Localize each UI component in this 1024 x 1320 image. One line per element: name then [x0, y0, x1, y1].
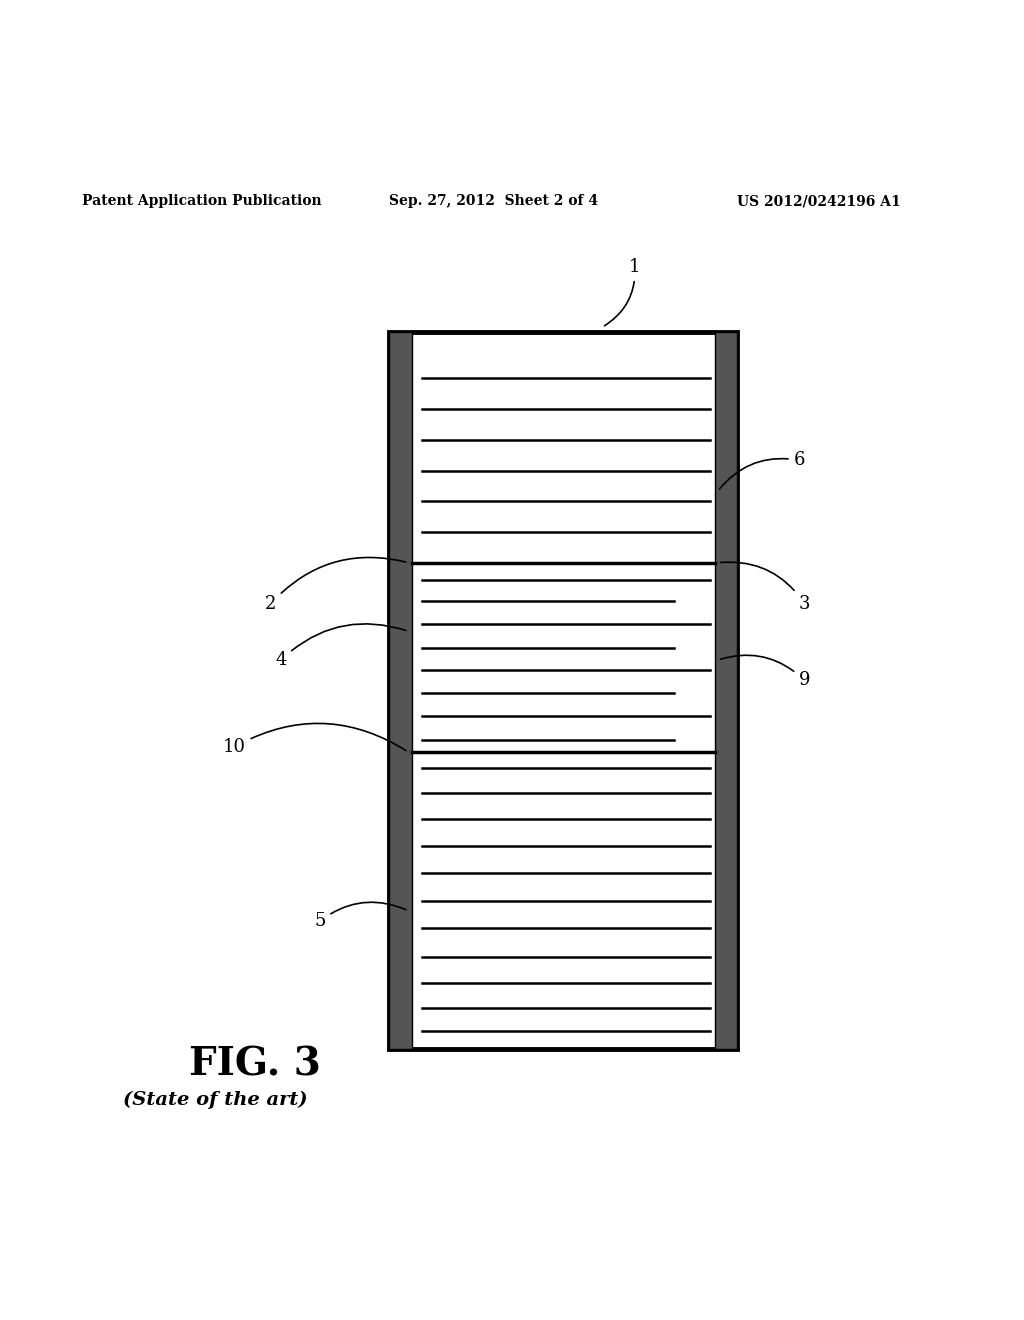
Text: 6: 6: [720, 451, 805, 488]
Text: FIG. 3: FIG. 3: [189, 1045, 322, 1084]
Text: 3: 3: [721, 562, 810, 612]
Text: 1: 1: [604, 257, 641, 326]
Text: 10: 10: [223, 723, 407, 756]
Text: 4: 4: [275, 624, 406, 669]
FancyBboxPatch shape: [389, 333, 737, 1049]
Text: (State of the art): (State of the art): [123, 1092, 307, 1109]
Text: 2: 2: [265, 557, 406, 612]
FancyBboxPatch shape: [389, 333, 412, 1049]
Text: 9: 9: [721, 655, 810, 689]
FancyBboxPatch shape: [715, 333, 737, 1049]
Text: 5: 5: [314, 902, 407, 931]
Text: US 2012/0242196 A1: US 2012/0242196 A1: [737, 194, 901, 209]
Text: Sep. 27, 2012  Sheet 2 of 4: Sep. 27, 2012 Sheet 2 of 4: [389, 194, 598, 209]
Text: Patent Application Publication: Patent Application Publication: [82, 194, 322, 209]
